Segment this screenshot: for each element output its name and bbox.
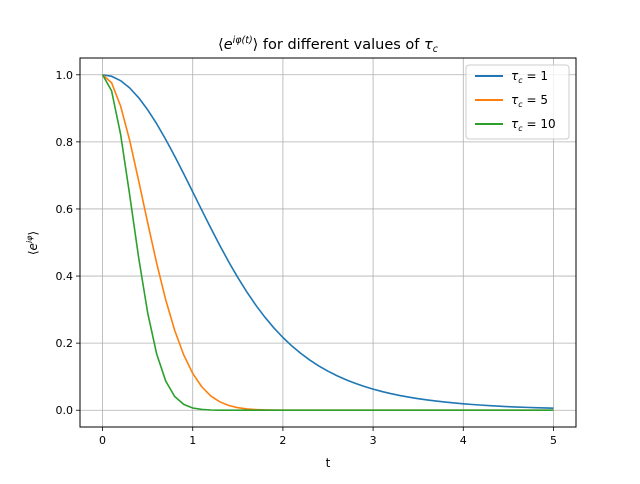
legend-label-tau-5: τc = 5 — [511, 93, 548, 109]
series-line-tau-10 — [101, 74, 554, 412]
y-tick-label: 0.4 — [56, 270, 74, 283]
x-tick-label: 1 — [189, 434, 196, 447]
y-tick-label: 1.0 — [56, 69, 74, 82]
legend-label-tau-1: τc = 1 — [511, 69, 548, 85]
y-tick-label: 0.8 — [56, 136, 74, 149]
x-tick-label: 4 — [460, 434, 467, 447]
y-tick-label: 0.2 — [56, 337, 74, 350]
y-tick-label: 0.6 — [56, 203, 74, 216]
x-axis-label: t — [326, 456, 331, 470]
x-tick-label: 5 — [550, 434, 557, 447]
y-tick-label: 0.0 — [56, 404, 74, 417]
plot-frame — [79, 57, 577, 428]
legend: τc = 1 τc = 5 τc = 10 — [465, 64, 570, 140]
series-line-tau-1 — [102, 73, 554, 410]
legend-box — [465, 64, 570, 140]
x-tick-label: 3 — [370, 434, 377, 447]
grid — [80, 58, 576, 427]
series-lines — [101, 73, 554, 412]
y-axis-ticks: 0.0 0.2 0.4 0.6 0.8 1.0 — [56, 69, 80, 417]
chart-title: ⟨eiφ(t)⟩ for different values of τc — [218, 35, 439, 55]
legend-label-tau-10: τc = 10 — [511, 117, 556, 133]
x-tick-label: 0 — [99, 434, 106, 447]
x-tick-label: 2 — [279, 434, 286, 447]
x-axis-ticks: 0 1 2 3 4 5 — [99, 427, 557, 447]
